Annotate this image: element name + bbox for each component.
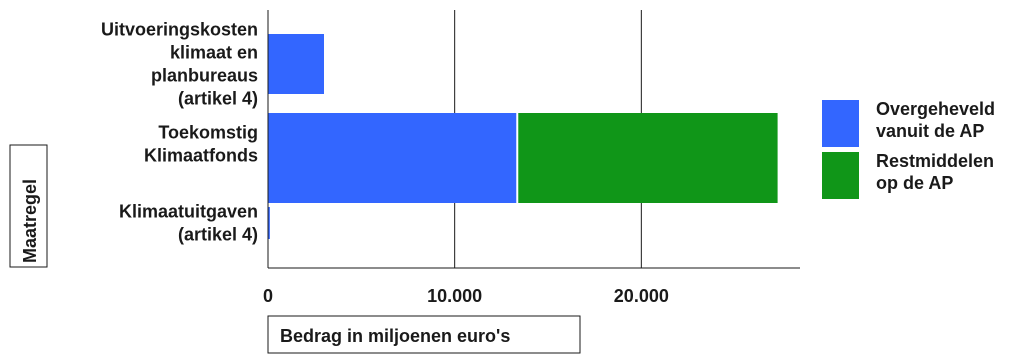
axes [267, 10, 800, 269]
bars [268, 34, 778, 239]
legend-swatch [822, 100, 859, 147]
tick-labels: 0 10.000 20.000 [263, 286, 669, 306]
x-tick-label: 10.000 [427, 286, 482, 306]
legend-label: Restmiddelen op de AP [876, 151, 994, 193]
category-label: Toekomstig Klimaatfonds [144, 123, 258, 166]
category-labels: Uitvoeringskosten klimaat en planbureaus (a… [101, 20, 258, 245]
y-axis-title: Maatregel [20, 179, 40, 263]
y-axis-title-box: Maatregel [9, 144, 48, 268]
category-label: Klimaatuitgaven (artikel 4) [119, 202, 258, 245]
bar [268, 207, 270, 239]
legend: Overgeheveld vanuit de AP Restmiddelen op d… [822, 99, 995, 199]
bar [268, 34, 324, 94]
bar [518, 113, 778, 203]
category-label: Uitvoeringskosten klimaat en planbureaus (a… [101, 20, 258, 109]
x-axis-title: Bedrag in miljoenen euro's [280, 326, 510, 346]
x-tick-label: 0 [263, 286, 273, 306]
x-axis-title-box: Bedrag in miljoenen euro's [267, 315, 581, 354]
bar [268, 113, 517, 203]
legend-label: Overgeheveld vanuit de AP [876, 99, 995, 141]
x-tick-label: 20.000 [614, 286, 669, 306]
legend-swatch [822, 152, 859, 199]
